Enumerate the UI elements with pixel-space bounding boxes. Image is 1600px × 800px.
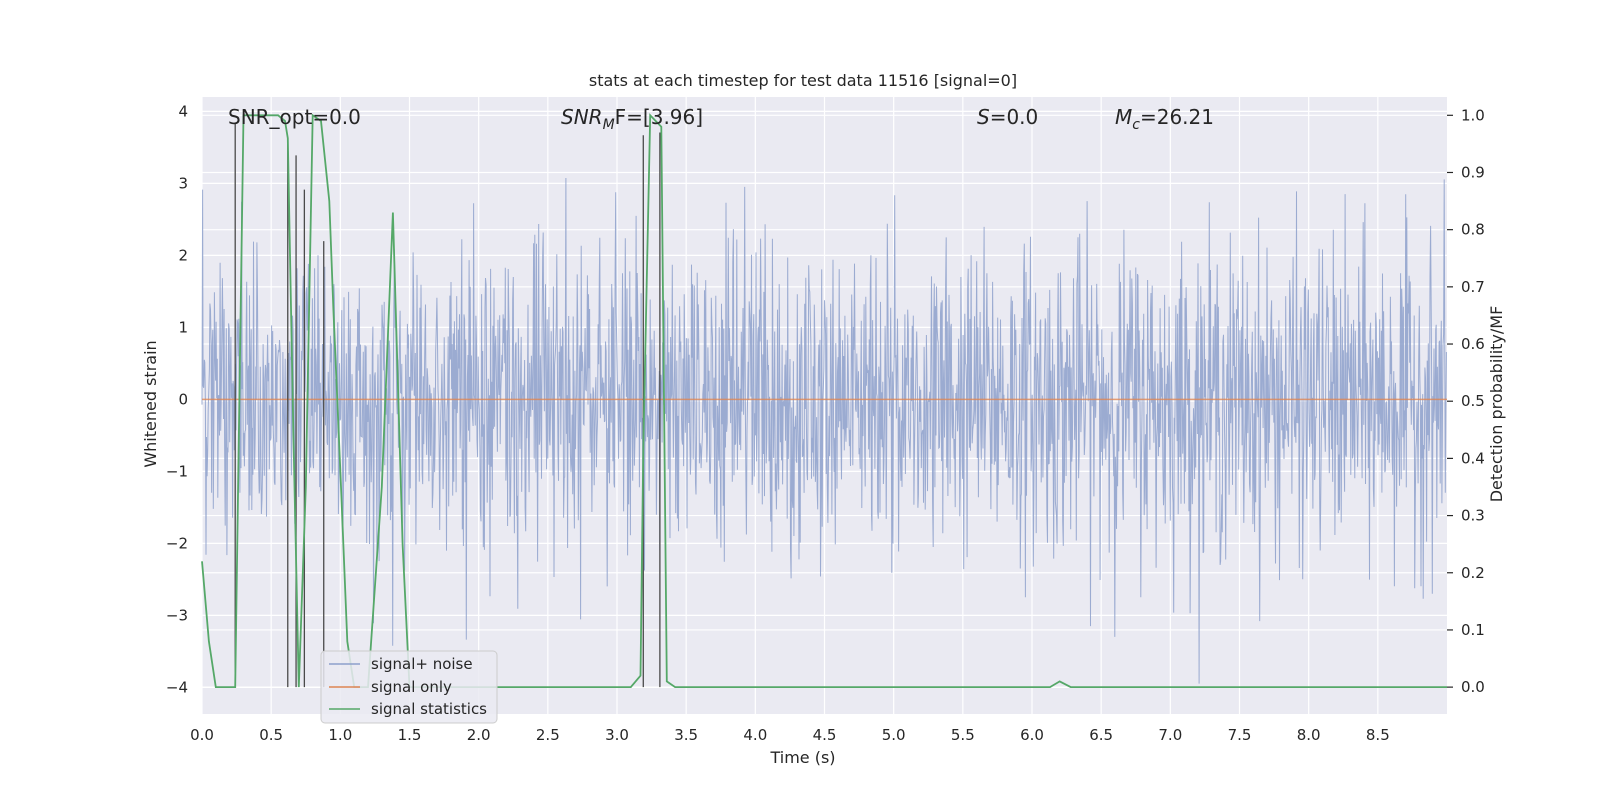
y-left-axis-ticks: −4 −3 −2 −1 0 1 2 3 4 bbox=[166, 102, 188, 696]
x-tick-label: 5.5 bbox=[951, 726, 975, 744]
x-tick-label: 3.5 bbox=[674, 726, 698, 744]
x-axis-ticks: 0.0 0.5 1.0 1.5 2.0 2.5 3.0 3.5 4.0 4.5 5.0 5.5 6.0 6… bbox=[190, 726, 1390, 744]
y-left-tick-label: −2 bbox=[166, 534, 188, 552]
y-left-axis-label: Whitened strain bbox=[141, 340, 160, 467]
y-left-tick-label: 0 bbox=[178, 390, 188, 408]
x-tick-label: 7.5 bbox=[1228, 726, 1252, 744]
chart-title: stats at each timestep for test data 115… bbox=[589, 71, 1017, 90]
x-tick-label: 8.5 bbox=[1366, 726, 1390, 744]
legend-label-signal-plus-noise: signal+ noise bbox=[371, 655, 473, 673]
x-tick-label: 6.0 bbox=[1020, 726, 1044, 744]
x-tick-label: 7.0 bbox=[1158, 726, 1182, 744]
y-right-tick-label: 0.7 bbox=[1461, 278, 1485, 296]
series-signal-statistics bbox=[201, 113, 1447, 688]
x-tick-label: 8.0 bbox=[1297, 726, 1321, 744]
y-right-tick-label: 0.3 bbox=[1461, 507, 1485, 525]
y-left-tick-label: 3 bbox=[178, 174, 188, 192]
x-tick-label: 5.0 bbox=[882, 726, 906, 744]
y-left-tick-label: −4 bbox=[166, 678, 188, 696]
y-left-tick-label: 4 bbox=[178, 102, 188, 120]
x-tick-label: 0.0 bbox=[190, 726, 214, 744]
x-tick-label: 1.0 bbox=[328, 726, 352, 744]
x-tick-label: 2.0 bbox=[467, 726, 491, 744]
series-signal-plus-noise bbox=[201, 177, 1448, 684]
x-tick-label: 3.0 bbox=[605, 726, 629, 744]
y-left-tick-label: −3 bbox=[166, 606, 188, 624]
y-right-tick-label: 0.8 bbox=[1461, 221, 1485, 239]
x-tick-label: 4.0 bbox=[743, 726, 767, 744]
y-left-tick-label: −1 bbox=[166, 462, 188, 480]
y-right-tick-label: 0.9 bbox=[1461, 163, 1485, 181]
gridlines bbox=[201, 97, 1447, 714]
y-right-tick-label: 0.0 bbox=[1461, 678, 1485, 696]
y-right-tick-label: 0.4 bbox=[1461, 449, 1485, 467]
y-right-tick-label: 0.5 bbox=[1461, 392, 1485, 410]
x-tick-label: 0.5 bbox=[259, 726, 283, 744]
y-right-axis-label: Detection probability/MF bbox=[1487, 306, 1506, 503]
y-left-tick-label: 2 bbox=[178, 246, 188, 264]
y-right-tick-label: 0.6 bbox=[1461, 335, 1485, 353]
legend-label-signal-only: signal only bbox=[371, 678, 452, 696]
y-right-axis-ticks: 0.0 0.1 0.2 0.3 0.4 0.5 0.6 0.7 0.8 0.9 1.0 bbox=[1447, 106, 1485, 696]
x-tick-label: 1.5 bbox=[398, 726, 422, 744]
annotation-snr-opt: SNR_opt=0.0 bbox=[228, 105, 361, 129]
annotation-snr-mf: SNRMF=[3.96] bbox=[561, 105, 703, 133]
x-tick-label: 2.5 bbox=[536, 726, 560, 744]
legend-box bbox=[320, 650, 498, 724]
noise-trace bbox=[201, 177, 1448, 684]
y-right-tick-label: 0.2 bbox=[1461, 564, 1485, 582]
legend-label-signal-statistics: signal statistics bbox=[371, 700, 487, 718]
y-right-tick-label: 0.1 bbox=[1461, 621, 1485, 639]
y-right-tick-label: 1.0 bbox=[1461, 106, 1485, 124]
y-left-tick-label: 1 bbox=[178, 318, 188, 336]
legend: signal+ noise signal only signal statist… bbox=[320, 650, 498, 724]
annotation-mc: Mc=26.21 bbox=[1115, 105, 1214, 133]
x-tick-label: 6.5 bbox=[1089, 726, 1113, 744]
x-tick-label: 4.5 bbox=[813, 726, 837, 744]
annotation-s: S=0.0 bbox=[977, 105, 1038, 129]
x-axis-label: Time (s) bbox=[769, 748, 835, 767]
